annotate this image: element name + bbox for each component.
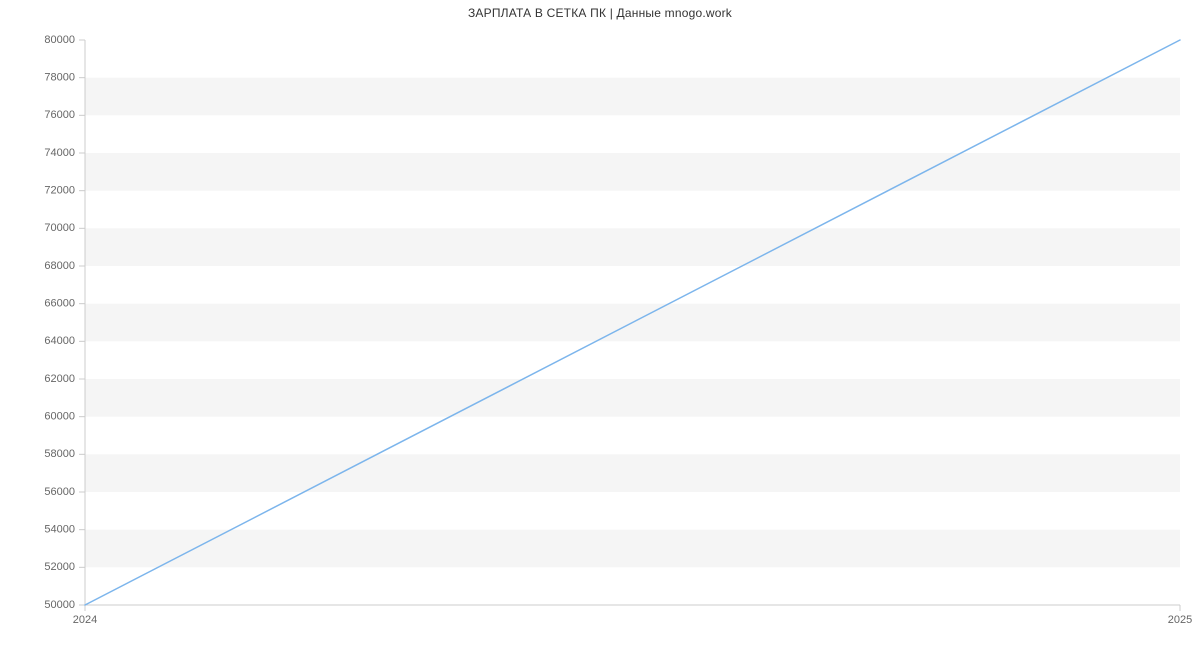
chart-title: ЗАРПЛАТА В СЕТКА ПК | Данные mnogo.work bbox=[0, 6, 1200, 20]
plot-band bbox=[85, 379, 1180, 417]
y-tick-label: 64000 bbox=[44, 335, 75, 347]
plot-band bbox=[85, 530, 1180, 568]
y-tick-label: 76000 bbox=[44, 109, 75, 121]
plot-band bbox=[85, 454, 1180, 492]
y-tick-label: 74000 bbox=[44, 147, 75, 159]
y-tick-label: 62000 bbox=[44, 373, 75, 385]
y-tick-label: 56000 bbox=[44, 486, 75, 498]
y-tick-label: 66000 bbox=[44, 298, 75, 310]
x-tick-label: 2025 bbox=[1168, 614, 1192, 626]
y-tick-label: 54000 bbox=[44, 524, 75, 536]
y-tick-label: 80000 bbox=[44, 34, 75, 46]
plot-band bbox=[85, 78, 1180, 116]
y-tick-label: 72000 bbox=[44, 185, 75, 197]
y-tick-label: 68000 bbox=[44, 260, 75, 272]
x-tick-label: 2024 bbox=[73, 614, 97, 626]
salary-line-chart: ЗАРПЛАТА В СЕТКА ПК | Данные mnogo.work … bbox=[0, 0, 1200, 650]
y-tick-label: 50000 bbox=[44, 599, 75, 611]
y-tick-label: 52000 bbox=[44, 561, 75, 573]
plot-band bbox=[85, 228, 1180, 266]
y-tick-label: 78000 bbox=[44, 72, 75, 84]
y-tick-label: 70000 bbox=[44, 222, 75, 234]
plot-band bbox=[85, 153, 1180, 191]
y-tick-label: 58000 bbox=[44, 448, 75, 460]
chart-svg: 50000 52000 54000 56000 58000 60000 62000 64000… bbox=[0, 0, 1200, 650]
y-tick-label: 60000 bbox=[44, 411, 75, 423]
